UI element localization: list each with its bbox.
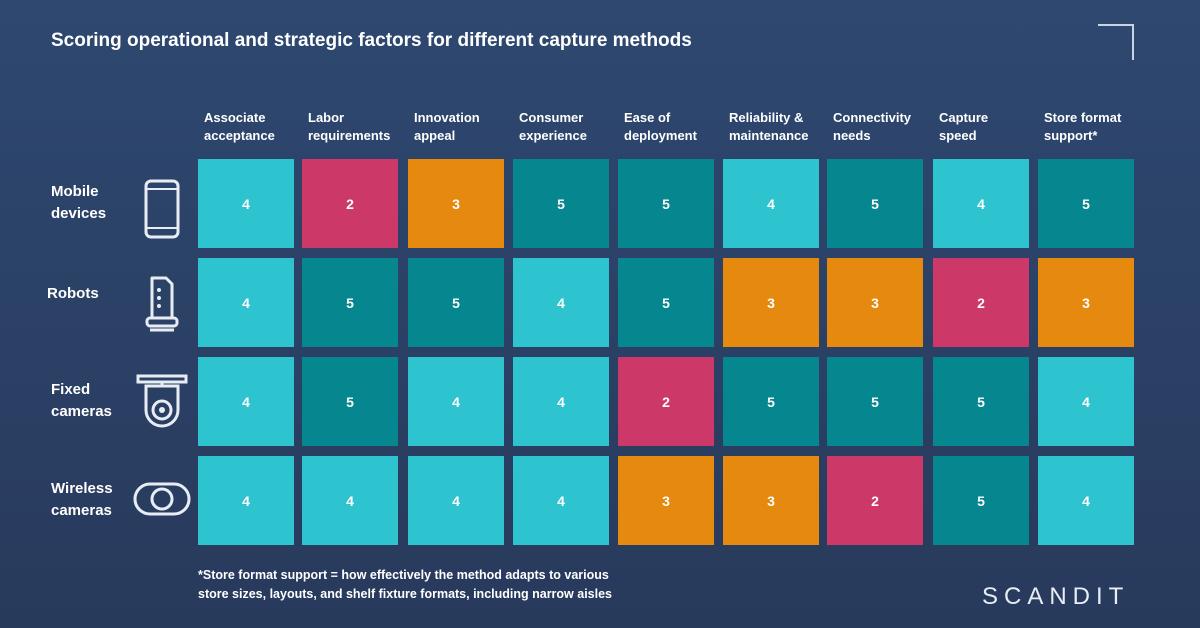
score-cell: 4	[933, 159, 1029, 248]
score-cell: 3	[827, 258, 923, 347]
score-cell: 4	[198, 456, 294, 545]
score-cell: 4	[1038, 357, 1134, 446]
column-header: Associate acceptance	[204, 110, 275, 143]
score-cell: 4	[513, 258, 609, 347]
row-label: Wireless cameras	[51, 480, 113, 519]
score-cell: 2	[302, 159, 398, 248]
column-header: Ease of deployment	[624, 110, 697, 143]
score-cell: 5	[302, 357, 398, 446]
score-cell: 5	[933, 357, 1029, 446]
score-cell: 2	[933, 258, 1029, 347]
column-header: Consumer experience	[519, 110, 587, 143]
score-cell: 5	[618, 159, 714, 248]
score-cell: 4	[513, 456, 609, 545]
score-cell: 3	[1038, 258, 1134, 347]
score-cell: 4	[302, 456, 398, 545]
scandit-logo: SCANDIT	[982, 583, 1130, 610]
column-header: Capture speed	[939, 110, 989, 143]
wireless-camera-icon	[130, 466, 194, 530]
score-cell: 4	[408, 456, 504, 545]
score-cell: 5	[408, 258, 504, 347]
score-cell: 5	[1038, 159, 1134, 248]
score-cell: 3	[723, 258, 819, 347]
score-cell: 5	[302, 258, 398, 347]
fixed-camera-icon	[130, 372, 194, 436]
score-cell: 5	[827, 159, 923, 248]
score-cell: 4	[723, 159, 819, 248]
footnote: *Store format support = how effectively …	[198, 568, 613, 601]
score-cell: 4	[198, 258, 294, 347]
mobile-phone-icon	[130, 177, 194, 241]
column-header: Store format support*	[1044, 110, 1122, 143]
score-cell: 5	[618, 258, 714, 347]
column-header: Innovation appeal	[414, 110, 480, 143]
score-cell: 2	[827, 456, 923, 545]
row-label: Robots	[47, 285, 99, 302]
column-header: Connectivity needs	[833, 110, 912, 143]
score-cell: 5	[513, 159, 609, 248]
chart-title: Scoring operational and strategic factor…	[51, 30, 692, 51]
column-header: Reliability & maintenance	[729, 110, 809, 143]
column-header: Labor requirements	[308, 110, 391, 143]
robot-icon	[130, 272, 194, 336]
score-cell: 3	[723, 456, 819, 545]
score-cell: 4	[198, 357, 294, 446]
row-label: Mobile devices	[51, 183, 107, 222]
score-cell: 2	[618, 357, 714, 446]
score-cell: 4	[408, 357, 504, 446]
score-cell: 5	[723, 357, 819, 446]
score-cell: 3	[618, 456, 714, 545]
score-cell: 3	[408, 159, 504, 248]
score-cell: 4	[513, 357, 609, 446]
score-cell: 5	[933, 456, 1029, 545]
score-cell: 4	[1038, 456, 1134, 545]
corner-bracket-decoration	[1098, 24, 1134, 60]
score-cell: 5	[827, 357, 923, 446]
score-cell: 4	[198, 159, 294, 248]
row-label: Fixed cameras	[51, 381, 112, 420]
